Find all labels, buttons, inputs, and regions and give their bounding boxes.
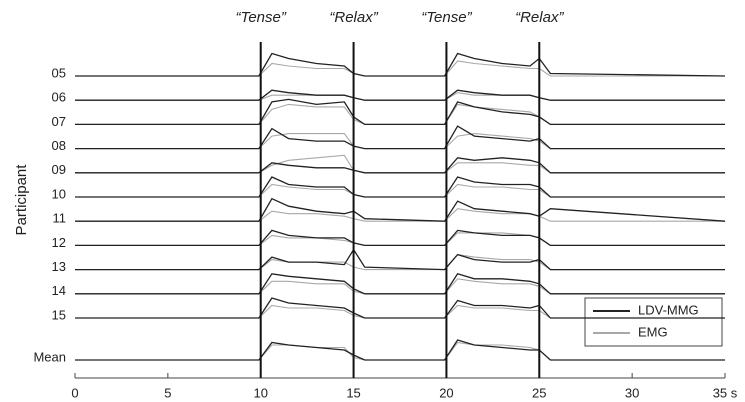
x-tick-label: 15 bbox=[346, 385, 360, 400]
trace bbox=[75, 297, 725, 319]
y-tick-label: 11 bbox=[53, 211, 67, 226]
trace bbox=[75, 273, 725, 295]
trace bbox=[75, 183, 725, 198]
y-tick-label: 10 bbox=[52, 186, 66, 201]
trace bbox=[75, 339, 725, 361]
legend-label: LDV-MMG bbox=[638, 302, 699, 317]
trace bbox=[75, 125, 725, 150]
trace bbox=[75, 197, 726, 222]
trace bbox=[75, 52, 726, 77]
x-tick-label: 20 bbox=[439, 385, 453, 400]
y-tick-label: 05 bbox=[52, 65, 66, 80]
trace bbox=[75, 103, 725, 125]
x-tick-label: 35 s bbox=[713, 385, 738, 400]
trace bbox=[75, 232, 725, 246]
x-tick-label: 5 bbox=[164, 385, 171, 400]
trace bbox=[75, 98, 725, 126]
trace bbox=[75, 89, 725, 101]
y-tick-label: 06 bbox=[52, 90, 66, 105]
trace bbox=[75, 92, 725, 101]
trace bbox=[75, 229, 725, 247]
y-tick-label: 12 bbox=[52, 235, 66, 250]
legend-label: EMG bbox=[638, 324, 668, 339]
y-tick-label: 07 bbox=[52, 114, 66, 129]
x-tick-label: 30 bbox=[625, 385, 639, 400]
x-tick-label: 10 bbox=[253, 385, 267, 400]
trace bbox=[75, 254, 725, 271]
y-tick-label: 15 bbox=[52, 307, 66, 322]
trace bbox=[75, 248, 725, 271]
annotation: “Tense” bbox=[421, 9, 472, 26]
trace bbox=[75, 157, 725, 174]
legend-box bbox=[584, 297, 723, 347]
trace bbox=[75, 176, 725, 198]
x-tick-label: 0 bbox=[71, 385, 78, 400]
trace bbox=[75, 133, 725, 150]
trace bbox=[75, 278, 725, 295]
y-tick-label: 09 bbox=[52, 162, 66, 177]
y-tick-label: 14 bbox=[52, 283, 66, 298]
annotation: “Relax” bbox=[515, 9, 564, 26]
annotation: “Tense” bbox=[236, 9, 287, 26]
y-axis-label: Participant bbox=[13, 164, 30, 236]
annotation: “Relax” bbox=[329, 9, 378, 26]
y-tick-label: Mean bbox=[33, 349, 66, 364]
y-tick-label: 13 bbox=[52, 259, 66, 274]
trace bbox=[75, 154, 725, 174]
x-tick-label: 25 bbox=[532, 385, 546, 400]
trace bbox=[75, 60, 725, 77]
y-tick-label: 08 bbox=[52, 138, 66, 153]
